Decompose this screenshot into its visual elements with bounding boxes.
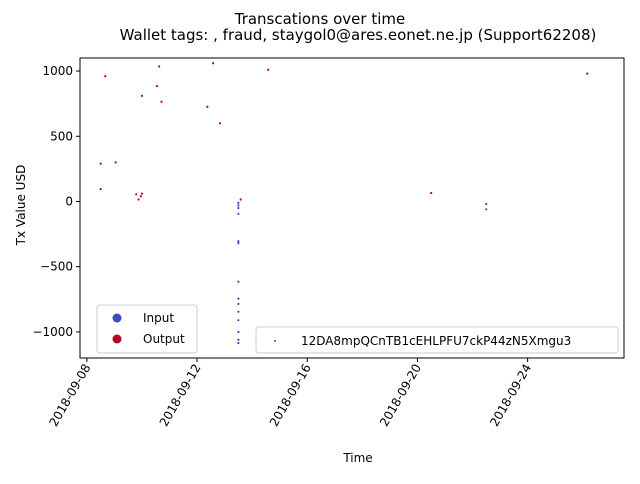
legend-color: Input Output bbox=[96, 304, 198, 354]
input-point bbox=[237, 206, 240, 210]
output-point bbox=[135, 193, 138, 196]
plot-area bbox=[79, 57, 625, 359]
data-points bbox=[99, 62, 589, 345]
y-tick-label: 0 bbox=[65, 194, 73, 208]
output-point bbox=[139, 195, 142, 198]
output-point bbox=[140, 94, 144, 97]
output-point bbox=[212, 62, 215, 65]
x-tick-label: 2018-09-12 bbox=[157, 362, 204, 429]
x-tick-label: 2018-09-16 bbox=[267, 362, 314, 429]
legend-color-frame bbox=[96, 304, 198, 354]
y-tick-label: −1000 bbox=[32, 325, 73, 339]
output-point bbox=[430, 191, 433, 195]
legend-address-marker bbox=[274, 340, 276, 342]
output-point bbox=[140, 192, 144, 195]
x-axis-label: Time bbox=[342, 451, 372, 465]
output-point bbox=[137, 198, 140, 201]
y-axis-label: Tx Value USD bbox=[14, 165, 28, 247]
output-point bbox=[267, 68, 270, 71]
y-tick-label: −500 bbox=[40, 260, 73, 274]
input-point bbox=[485, 202, 488, 206]
y-tick-label: 500 bbox=[50, 129, 73, 143]
output-point bbox=[206, 105, 209, 109]
y-tick-label: 1000 bbox=[42, 64, 73, 78]
output-point bbox=[158, 65, 161, 68]
output-point bbox=[99, 187, 102, 191]
input-point bbox=[237, 204, 240, 207]
input-point bbox=[237, 297, 240, 300]
legend-input-marker bbox=[112, 313, 122, 323]
legend-input-label: Input bbox=[143, 311, 174, 325]
output-point bbox=[218, 122, 222, 125]
input-point bbox=[237, 242, 240, 245]
input-point bbox=[237, 240, 240, 243]
x-tick-label: 2018-09-24 bbox=[487, 362, 534, 429]
input-point bbox=[237, 319, 240, 322]
input-point bbox=[237, 310, 240, 313]
x-tick-label: 2018-09-20 bbox=[377, 362, 424, 429]
input-point bbox=[237, 212, 240, 215]
input-point bbox=[237, 302, 240, 305]
y-axis-ticks: −1000 −500 0 500 1000 bbox=[32, 64, 80, 339]
legend-output-label: Output bbox=[143, 332, 185, 346]
input-point bbox=[237, 201, 240, 204]
input-point bbox=[237, 338, 240, 341]
legend-address: 12DA8mpQCnTB1cEHLPFU7ckP44zN5Xmgu3 bbox=[255, 326, 619, 354]
output-point bbox=[586, 72, 589, 75]
output-point bbox=[160, 100, 163, 103]
legend-output-marker bbox=[112, 334, 122, 344]
chart-title: Transcations over time bbox=[234, 10, 406, 28]
chart-subtitle: Wallet tags: , fraud, staygol0@ares.eone… bbox=[120, 26, 597, 44]
output-point bbox=[114, 161, 117, 164]
output-point bbox=[104, 75, 107, 78]
output-point bbox=[99, 162, 102, 165]
output-point bbox=[155, 84, 158, 88]
legend-address-label: 12DA8mpQCnTB1cEHLPFU7ckP44zN5Xmgu3 bbox=[301, 334, 571, 348]
input-point bbox=[237, 280, 240, 283]
output-point bbox=[239, 198, 242, 201]
x-axis-ticks: 2018-09-08 2018-09-12 2018-09-16 2018-09-20… bbox=[46, 358, 534, 429]
input-point bbox=[237, 341, 240, 345]
input-point bbox=[485, 208, 488, 211]
legend-address-frame bbox=[255, 326, 619, 354]
x-tick-label: 2018-09-08 bbox=[46, 362, 93, 429]
input-point bbox=[237, 330, 240, 334]
